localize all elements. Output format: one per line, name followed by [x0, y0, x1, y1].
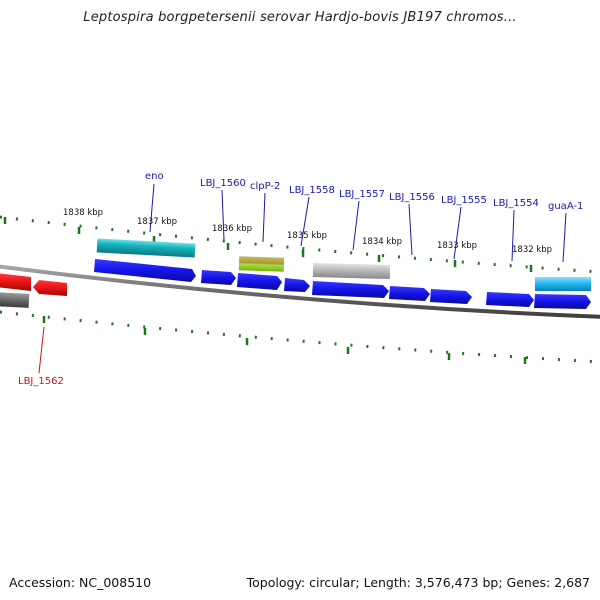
cog-bar-LBJ_1563[interactable]	[0, 292, 30, 308]
gene-label-LBJ_1558[interactable]: LBJ_1558	[289, 185, 335, 196]
gene-clpP-2[interactable]	[237, 273, 282, 290]
gene-LBJ_1558[interactable]	[284, 278, 310, 292]
major-ticks-lower	[42, 316, 527, 364]
gene-label-LBJ_1556[interactable]: LBJ_1556	[389, 192, 435, 203]
cog-bar-eno[interactable]	[96, 238, 196, 258]
forward-genes	[94, 259, 591, 309]
accession-text: Accession: NC_008510	[9, 575, 152, 590]
reverse-genes	[0, 273, 67, 296]
gene-label-LBJ_1557[interactable]: LBJ_1557	[339, 189, 385, 200]
cog-bar-LBJ_1557[interactable]	[312, 263, 391, 280]
scale-label: 1834 kbp	[362, 237, 402, 247]
upper-tick-track	[0, 215, 600, 274]
gene-guaA-1[interactable]	[534, 294, 591, 309]
scale-label: 1837 kbp	[137, 217, 177, 227]
genome-summary-text: Topology: circular; Length: 3,576,473 bp…	[246, 575, 590, 590]
map-title: Leptospira borgpetersenii serovar Hardjo…	[83, 10, 517, 25]
gene-LBJ_1556[interactable]	[389, 286, 430, 301]
gene-label-clpP-2[interactable]: clpP-2	[250, 181, 280, 192]
label-leaders	[149, 183, 567, 263]
cog-bar-clpP[interactable]	[238, 256, 285, 272]
scale-label: 1838 kbp	[63, 208, 103, 218]
chromosome-backbone	[0, 264, 600, 319]
gene-LBJ_1562[interactable]	[33, 280, 67, 296]
gene-label-guaA-1[interactable]: guaA-1	[548, 201, 583, 212]
gene-LBJ_1554[interactable]	[486, 292, 534, 307]
label-leader-LBJ_1562	[38, 326, 45, 374]
gene-label-LBJ_1560[interactable]: LBJ_1560	[200, 178, 246, 189]
gene-label-eno[interactable]: eno	[145, 171, 164, 182]
gene-LBJ_1560[interactable]	[201, 270, 236, 285]
cog-bar-guaA[interactable]	[535, 277, 591, 291]
lower-tick-track	[0, 310, 600, 364]
gene-eno[interactable]	[94, 259, 196, 282]
gene-LBJ_1557[interactable]	[312, 281, 389, 298]
gene-LBJ_1555[interactable]	[430, 289, 472, 304]
gene-LBJ_1563[interactable]	[0, 273, 31, 291]
scale-label: 1832 kbp	[512, 245, 552, 255]
gene-label-LBJ_1555[interactable]: LBJ_1555	[441, 195, 487, 206]
scale-label: 1835 kbp	[287, 231, 327, 241]
gene-label-LBJ_1554[interactable]: LBJ_1554	[493, 198, 539, 209]
gene-label-LBJ_1562[interactable]: LBJ_1562	[18, 376, 64, 387]
scale-label: 1836 kbp	[212, 224, 252, 234]
scale-label: 1833 kbp	[437, 241, 477, 251]
